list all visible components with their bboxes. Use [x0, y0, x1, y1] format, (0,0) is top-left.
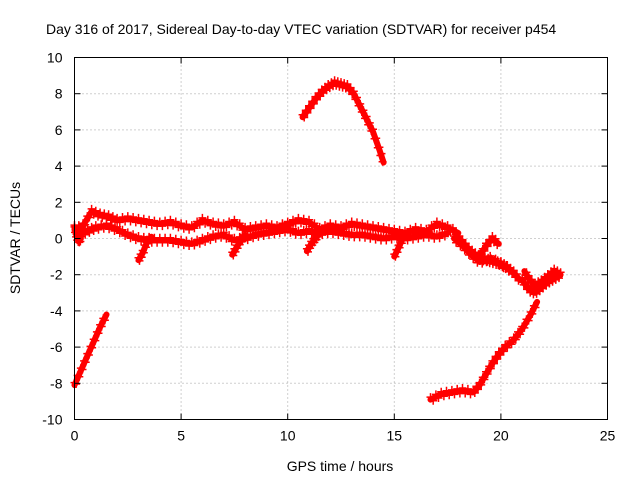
y-axis-title: SDTVAR / TECUs	[7, 182, 23, 294]
y-tick-label: 8	[55, 86, 63, 102]
series-return-arc	[427, 302, 540, 405]
y-tick-label: 0	[55, 231, 63, 247]
x-tick-label: 5	[177, 428, 185, 444]
x-tick-label: 20	[493, 428, 509, 444]
x-tick-label: 0	[71, 428, 79, 444]
x-axis-title: GPS time / hours	[287, 458, 394, 474]
x-tick-label: 10	[280, 428, 296, 444]
y-tick-label: -2	[50, 267, 63, 283]
y-tick-label: -8	[50, 375, 63, 391]
tick-layer: 0 5 10 15 20 25 -10 -8 -6 -4 -2 0 2 4 6 8 10	[42, 50, 615, 444]
x-tick-label: 25	[600, 428, 616, 444]
y-tick-label: 2	[55, 194, 63, 210]
y-tick-label: 6	[55, 122, 63, 138]
series-early-ramp	[71, 314, 109, 388]
y-tick-label: -4	[50, 303, 63, 319]
y-tick-label: -6	[50, 339, 63, 355]
series-cluster-21-23h	[518, 265, 564, 299]
y-tick-label: -10	[42, 412, 62, 428]
series-layer	[71, 76, 565, 404]
y-tick-label: 4	[55, 158, 63, 174]
y-tick-label: 10	[47, 50, 63, 66]
x-tick-label: 15	[387, 428, 403, 444]
series-arc-11-14h	[299, 76, 387, 166]
sdtvar-chart: 0 5 10 15 20 25 -10 -8 -6 -4 -2 0 2 4 6 8 10 Day 316 of …	[0, 0, 640, 480]
chart-title: Day 316 of 2017, Sidereal Day-to-day VTE…	[46, 21, 556, 37]
